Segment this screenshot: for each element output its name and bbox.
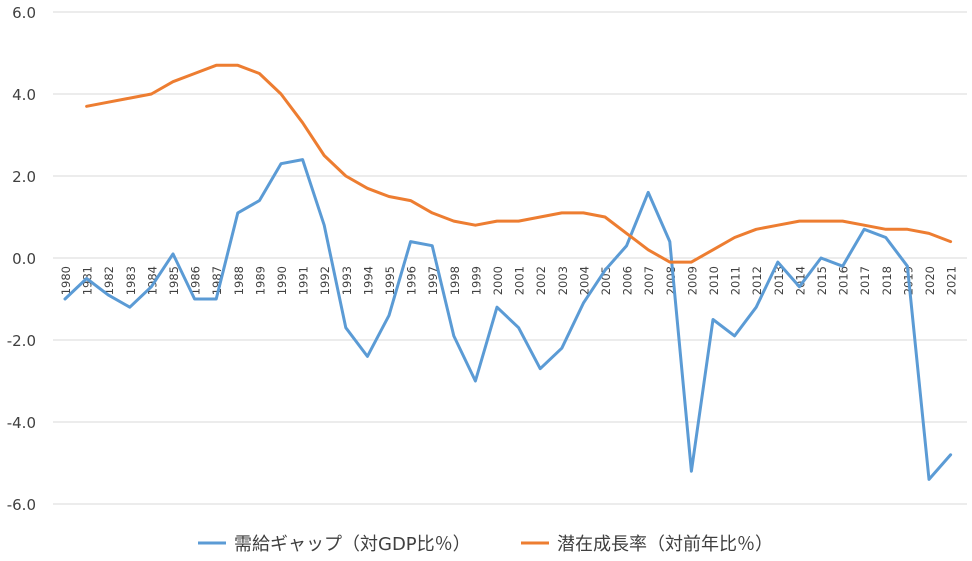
x-tick-label: 2013 (772, 266, 786, 295)
x-tick-label: 1985 (167, 266, 181, 295)
x-tick-label: 2010 (707, 266, 721, 295)
x-tick-label: 2021 (945, 266, 959, 295)
x-tick-label: 1998 (448, 266, 462, 295)
x-tick-label: 2009 (685, 266, 699, 295)
x-tick-label: 1990 (275, 266, 289, 295)
x-tick-label: 2011 (729, 266, 743, 295)
y-tick-label: -4.0 (7, 414, 36, 432)
y-tick-label: 4.0 (12, 86, 36, 104)
x-tick-label: 1991 (297, 266, 311, 295)
x-tick-label: 2002 (534, 266, 548, 295)
series-line-2 (85, 63, 953, 264)
x-tick-label: 1995 (383, 266, 397, 295)
x-tick-label: 2006 (621, 266, 635, 295)
x-tick-label: 1986 (189, 266, 203, 295)
x-tick-label: 2004 (577, 266, 591, 295)
x-tick-label: 1992 (318, 266, 332, 295)
x-tick-label: 2000 (491, 266, 505, 295)
x-tick-label: 1982 (102, 266, 116, 295)
x-tick-label: 1988 (232, 266, 246, 295)
x-tick-label: 1987 (210, 266, 224, 295)
x-tick-label: 2015 (815, 266, 829, 295)
x-tick-label: 1989 (253, 266, 267, 295)
x-tick-label: 2007 (642, 266, 656, 295)
x-tick-label: 2018 (880, 266, 894, 295)
y-tick-label: -6.0 (7, 496, 36, 514)
legend-label: 潜在成長率（対前年比％） (557, 534, 773, 555)
x-tick-label: 2003 (556, 266, 570, 295)
x-tick-label: 2001 (513, 266, 527, 295)
y-tick-label: 2.0 (12, 168, 36, 186)
x-tick-label: 2017 (858, 266, 872, 295)
x-tick-label: 1999 (469, 266, 483, 295)
x-tick-label: 2016 (837, 266, 851, 295)
y-tick-label: -2.0 (7, 332, 36, 350)
y-tick-label: 0.0 (12, 250, 36, 268)
legend-label: 需給ギャップ（対GDP比％） (234, 534, 471, 555)
x-tick-label: 1997 (426, 266, 440, 295)
x-tick-label: 2020 (923, 266, 937, 295)
y-tick-label: 6.0 (12, 4, 36, 22)
x-tick-label: 2014 (793, 266, 807, 295)
series-line-1 (63, 158, 953, 481)
x-tick-label: 1994 (361, 266, 375, 295)
x-tick-label: 1993 (340, 266, 354, 295)
x-tick-label: 1983 (124, 266, 138, 295)
x-tick-label: 1980 (59, 266, 73, 295)
x-tick-label: 2012 (750, 266, 764, 295)
x-tick-label: 1996 (405, 266, 419, 295)
